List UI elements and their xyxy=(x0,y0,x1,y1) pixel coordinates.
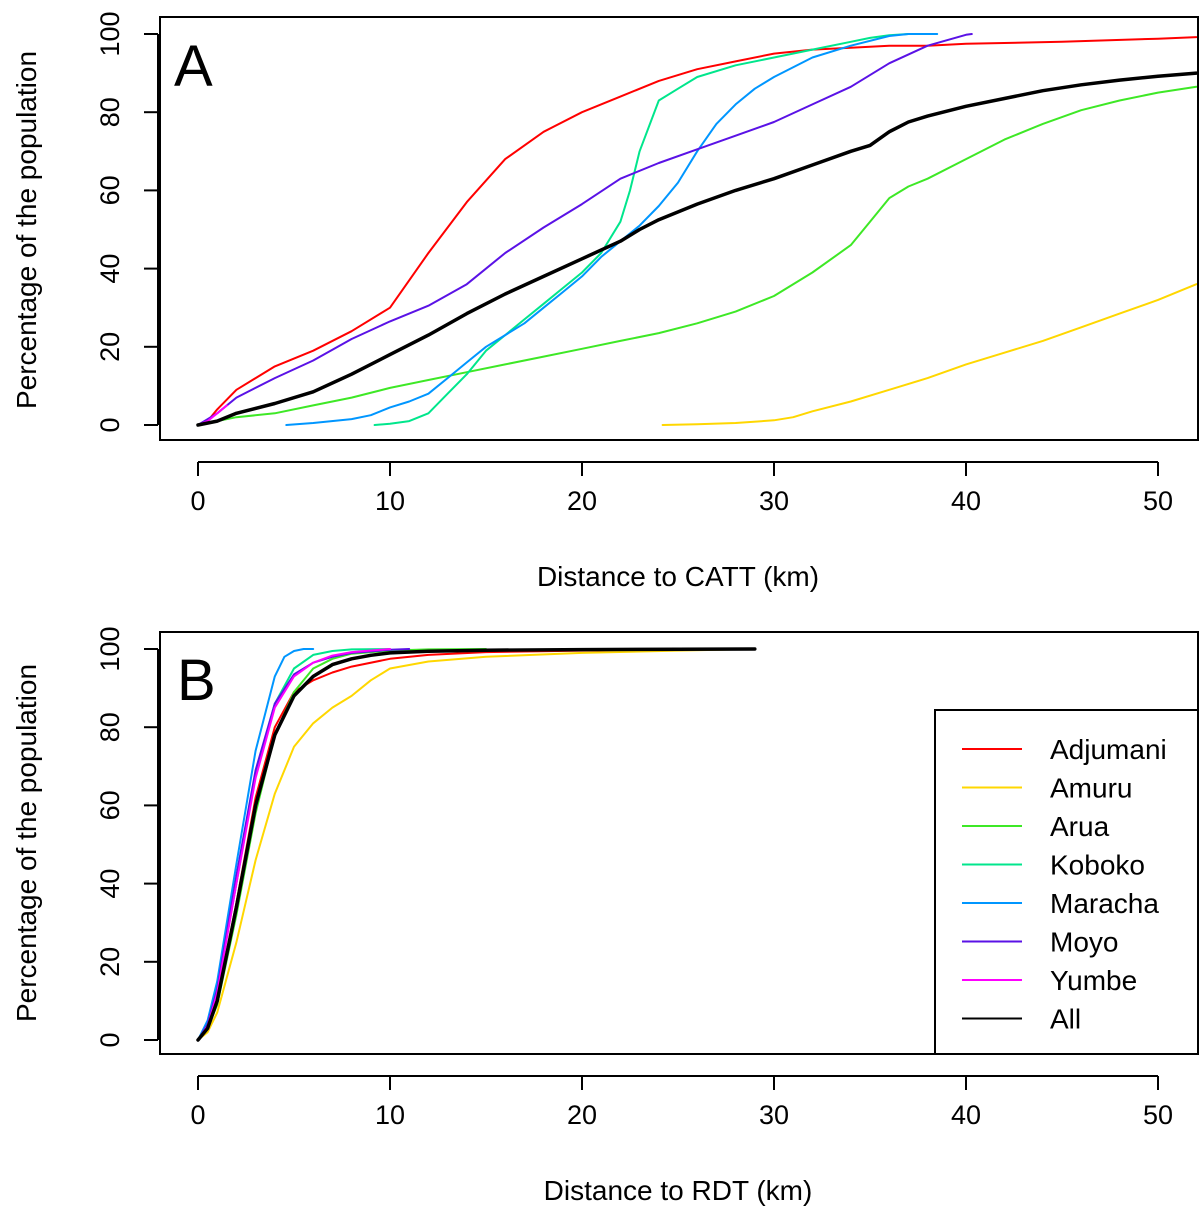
panel-b-y-tick-label: 40 xyxy=(95,869,125,899)
panel-a-series-moyo xyxy=(197,33,973,426)
panel-a-x-tick-label: 0 xyxy=(190,486,205,516)
panel-b-series-yumbe xyxy=(197,648,391,1041)
legend-item-yumbe: Yumbe xyxy=(962,965,1137,996)
legend-items: Adjumani Amuru Arua Koboko Maracha Moyo Yumbe A… xyxy=(962,734,1167,1035)
legend-item-amuru: Amuru xyxy=(962,773,1132,804)
panel-b-x-axis-title: Distance to RDT (km) xyxy=(544,1175,813,1206)
panel-b-x-tick-label: 0 xyxy=(190,1100,205,1130)
legend-item-maracha: Maracha xyxy=(962,888,1159,919)
panel-b-series-maracha xyxy=(197,648,315,1041)
panel-a-y-tick-label: 60 xyxy=(95,175,125,205)
legend-item-koboko: Koboko xyxy=(962,850,1145,881)
panel-a-y-axis-title: Percentage of the population xyxy=(11,51,42,409)
panel-a-y-tick-label: 100 xyxy=(95,11,125,56)
panel-b-series-all xyxy=(196,647,757,1042)
panel-b-y-tick-label: 0 xyxy=(95,1032,125,1047)
panel-a-letter: A xyxy=(174,34,213,99)
panel-b-y-tick-label: 20 xyxy=(95,947,125,977)
legend-item-moyo: Moyo xyxy=(962,927,1118,958)
legend-label: All xyxy=(1050,1004,1081,1035)
panel-b-y-tick-label: 100 xyxy=(95,626,125,671)
panel-b-letter: B xyxy=(177,648,216,713)
panel-b-y-axis: 0 20 40 60 80 100 xyxy=(95,626,159,1048)
panel-b-x-tick-label: 30 xyxy=(759,1100,789,1130)
panel-a-series-arua xyxy=(197,85,1198,426)
legend-label: Koboko xyxy=(1050,850,1145,881)
panel-a-plot-frame xyxy=(159,16,1199,441)
panel-b-series-amuru xyxy=(197,648,756,1041)
panel-a-x-tick-label: 10 xyxy=(375,486,405,516)
panel-a-series-koboko xyxy=(373,33,910,426)
panel-a-y-tick-label: 20 xyxy=(95,332,125,362)
panel-a-series-adjumani xyxy=(197,36,1198,426)
panel-a-series-all xyxy=(196,71,1198,427)
panel-b-chart: 0 10 20 30 40 50 0 20 40 60 80 100 B Distance to R… xyxy=(11,626,1199,1206)
panel-a-y-tick-label: 40 xyxy=(95,254,125,284)
panel-a-x-axis: 0 10 20 30 40 50 xyxy=(190,461,1173,516)
panel-b-series-adjumani xyxy=(197,648,756,1041)
legend: Adjumani Amuru Arua Koboko Maracha Moyo Yumbe A… xyxy=(934,709,1199,1055)
panel-a-x-tick-label: 20 xyxy=(567,486,597,516)
panel-a-x-tick-label: 50 xyxy=(1143,486,1173,516)
legend-label: Adjumani xyxy=(1050,734,1167,765)
panel-a-series xyxy=(196,33,1198,427)
panel-b-x-tick-label: 50 xyxy=(1143,1100,1173,1130)
panel-b-series-koboko xyxy=(197,648,391,1041)
legend-label: Maracha xyxy=(1050,888,1159,919)
panel-b-x-axis: 0 10 20 30 40 50 xyxy=(190,1075,1173,1130)
panel-a-y-tick-label: 0 xyxy=(95,417,125,432)
panel-a-x-tick-label: 30 xyxy=(759,486,789,516)
panel-b-y-axis-title: Percentage of the population xyxy=(11,664,42,1022)
panel-b-series xyxy=(196,647,757,1042)
panel-a-y-tick-label: 80 xyxy=(95,97,125,127)
panel-a-series-maracha xyxy=(285,33,939,426)
panel-b-x-tick-label: 40 xyxy=(951,1100,981,1130)
panel-b-series-moyo xyxy=(197,648,411,1041)
panel-a-x-tick-label: 40 xyxy=(951,486,981,516)
legend-item-arua: Arua xyxy=(962,811,1110,842)
legend-item-all: All xyxy=(962,1004,1081,1035)
legend-label: Yumbe xyxy=(1050,965,1137,996)
panel-a-chart: 0 10 20 30 40 50 0 20 40 60 80 100 A Distance to C… xyxy=(11,11,1199,592)
panel-a-y-axis: 0 20 40 60 80 100 xyxy=(95,11,159,433)
panel-b-y-tick-label: 60 xyxy=(95,790,125,820)
panel-b-x-tick-label: 20 xyxy=(567,1100,597,1130)
panel-a-series-amuru xyxy=(661,283,1198,426)
panel-a-x-axis-title: Distance to CATT (km) xyxy=(537,561,819,592)
legend-label: Moyo xyxy=(1050,927,1118,958)
legend-box xyxy=(934,709,1199,1055)
legend-item-adjumani: Adjumani xyxy=(962,734,1167,765)
legend-label: Amuru xyxy=(1050,773,1132,804)
panel-b-y-tick-label: 80 xyxy=(95,712,125,742)
legend-label: Arua xyxy=(1050,811,1110,842)
panel-b-x-tick-label: 10 xyxy=(375,1100,405,1130)
